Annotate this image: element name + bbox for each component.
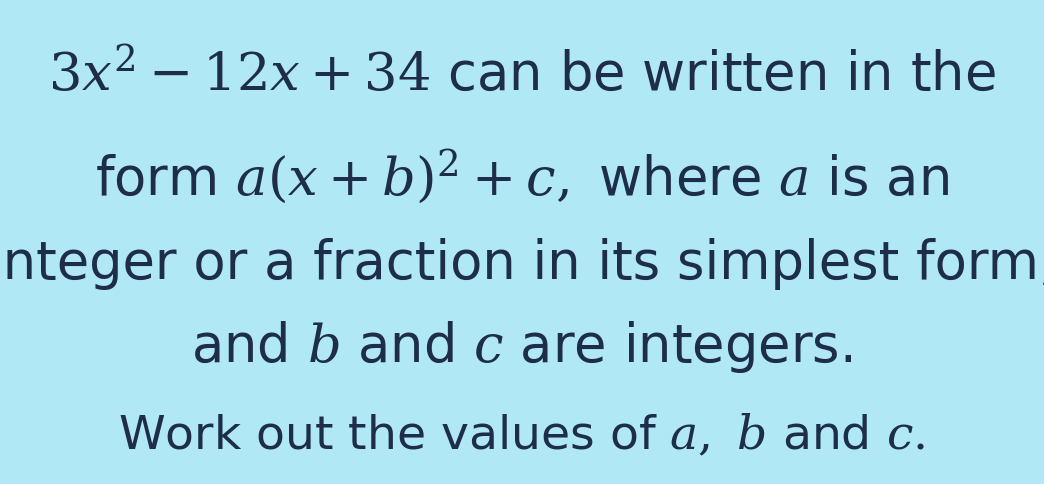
Text: integer or a fraction in its simplest form,: integer or a fraction in its simplest fo… bbox=[0, 238, 1044, 290]
Text: form $a(x + b)^2 + c,$ where $a$ is an: form $a(x + b)^2 + c,$ where $a$ is an bbox=[95, 148, 949, 206]
Text: $3x^2 - 12x + 34$ can be written in the: $3x^2 - 12x + 34$ can be written in the bbox=[48, 49, 996, 101]
Text: Work out the values of $a,$ $b$ and $c.$: Work out the values of $a,$ $b$ and $c.$ bbox=[118, 412, 926, 459]
Text: and $b$ and $c$ are integers.: and $b$ and $c$ are integers. bbox=[191, 318, 853, 374]
